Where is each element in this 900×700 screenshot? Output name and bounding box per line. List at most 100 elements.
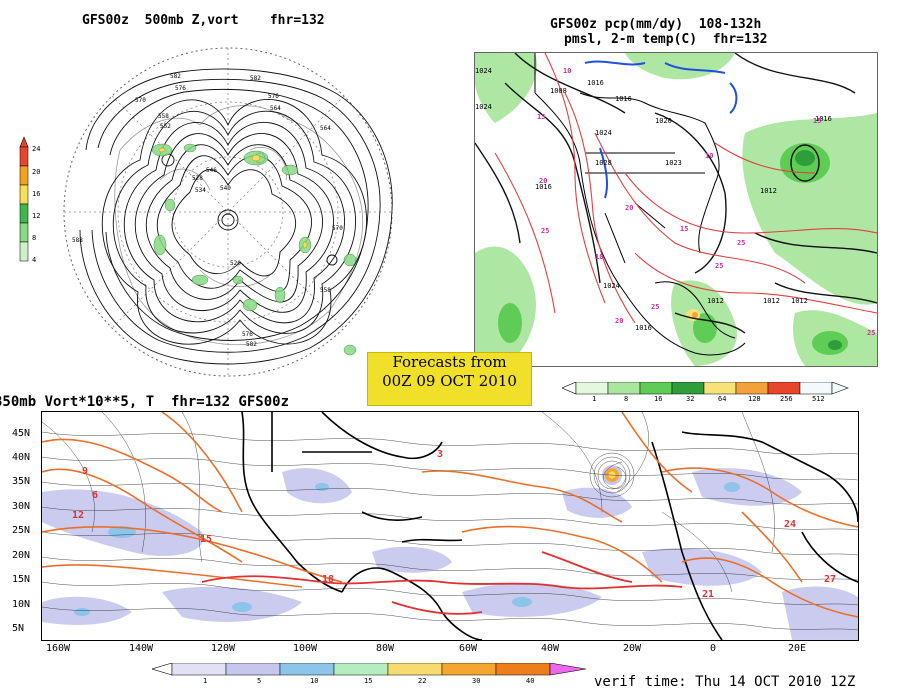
vorticity-colorbar-tick: 40 (526, 677, 535, 685)
height-label: 582 (170, 73, 181, 80)
height-label: 570 (332, 225, 343, 232)
isobar-label: 1016 (535, 183, 552, 191)
isobar-label: 1024 (595, 129, 612, 137)
vorticity-colorbar (150, 662, 592, 676)
isobar-label: 1012 (707, 297, 724, 305)
vorticity-colorbar-tick: 22 (418, 677, 427, 685)
polar-height-map: 582 576 570 582 576 564 558 552 546 540 … (50, 30, 410, 380)
isobar-label: 1016 (815, 115, 832, 123)
verification-time: verif time: Thu 14 OCT 2010 12Z (594, 674, 856, 690)
precip-colorbar-tick: 32 (686, 395, 695, 403)
isotherm-label: 9 (82, 466, 88, 477)
height-label: 564 (270, 105, 281, 112)
isotherm-label: 3 (437, 449, 443, 460)
polar-colorbar-tick: 24 (32, 145, 41, 153)
lat-label: 15N (12, 574, 31, 585)
vorticity-colorbar-tick: 30 (472, 677, 481, 685)
lon-label: 20W (623, 643, 642, 654)
isotherm-label: 15 (200, 534, 212, 545)
height-label: 582 (246, 341, 257, 348)
temp-label: 25 (715, 262, 723, 270)
temp-label: 20 (539, 177, 547, 185)
forecast-init-date: 00Z 09 OCT 2010 (382, 372, 517, 390)
lat-label: 40N (12, 452, 31, 463)
precip-map: 1024 1008 1016 1016 1028 1024 1024 1020 … (474, 52, 878, 367)
temp-label: 10 (595, 253, 603, 261)
temp-label: 20 (625, 204, 633, 212)
isobar-label: 1012 (763, 297, 780, 305)
lon-label: 100W (293, 643, 318, 654)
precip-colorbar (561, 381, 852, 395)
isotherm-label: 12 (72, 510, 84, 521)
height-label: 582 (250, 75, 261, 82)
height-label: 576 (242, 331, 253, 338)
vorticity-colorbar-tick: 10 (310, 677, 319, 685)
precip-colorbar-tick: 512 (812, 395, 825, 403)
temp-label: 20 (615, 317, 623, 325)
isobar-label: 1016 (587, 79, 604, 87)
height-label: 558 (158, 113, 169, 120)
isobar-label: 1023 (665, 159, 682, 167)
isobar-label: 1028 (595, 159, 612, 167)
lon-label: 20E (788, 643, 807, 654)
lat-label: 30N (12, 501, 31, 512)
height-label: 546 (206, 167, 217, 174)
isobar-label: 1024 (603, 282, 620, 290)
lat-label: 35N (12, 476, 31, 487)
precip-colorbar-tick: 128 (748, 395, 761, 403)
isobar-label: 1024 (475, 103, 492, 111)
precip-colorbar-tick: 1 (592, 395, 597, 403)
temp-label: 25 (867, 329, 875, 337)
precip-colorbar-tick: 256 (780, 395, 793, 403)
height-label: 552 (160, 123, 171, 130)
pcp-map-title-line2: pmsl, 2-m temp(C) fhr=132 (564, 32, 768, 47)
isobar-label: 1016 (635, 324, 652, 332)
height-label: 564 (320, 125, 331, 132)
isobar-label: 1016 (615, 95, 632, 103)
height-label: 588 (72, 237, 83, 244)
temp-label: 15 (813, 117, 821, 125)
height-label: 576 (268, 93, 279, 100)
polar-colorbar (14, 135, 44, 265)
height-label: 576 (175, 85, 186, 92)
temp-label: 10 (563, 67, 571, 75)
lon-label: 140W (129, 643, 154, 654)
lat-label: 25N (12, 525, 31, 536)
vort-map-title: 850mb Vort*10**5, T fhr=132 GFS00z (0, 394, 290, 410)
precip-colorbar-tick: 8 (624, 395, 629, 403)
pcp-map-title-line1: GFS00z pcp(mm/dy) 108-132h (550, 17, 762, 32)
lon-label: 120W (211, 643, 236, 654)
lon-label: 160W (46, 643, 71, 654)
lon-label: 60W (459, 643, 478, 654)
polar-colorbar-tick: 12 (32, 212, 41, 220)
height-label: 558 (320, 287, 331, 294)
temp-label: 10 (705, 152, 713, 160)
vorticity-map: 9 12 15 18 21 24 27 6 3 (41, 411, 859, 641)
lat-label: 20N (12, 550, 31, 561)
isobar-label: 1012 (791, 297, 808, 305)
height-label: 534 (195, 187, 206, 194)
height-label: 570 (135, 97, 146, 104)
isobar-label: 1008 (550, 87, 567, 95)
isotherm-label: 18 (322, 574, 334, 585)
temp-label: 25 (737, 239, 745, 247)
temp-label: 15 (680, 225, 688, 233)
lat-label: 10N (12, 599, 31, 610)
precip-colorbar-tick: 16 (654, 395, 663, 403)
lon-label: 80W (376, 643, 395, 654)
isobar-label: 1020 (655, 117, 672, 125)
isobar-label: 1024 (475, 67, 492, 75)
temp-label: 25 (651, 303, 659, 311)
lat-label: 5N (12, 623, 25, 634)
temp-label: 25 (541, 227, 549, 235)
forecast-init-label: Forecasts from (392, 353, 507, 371)
temp-label: 15 (537, 113, 545, 121)
height-label: 520 (230, 260, 241, 267)
lat-label: 45N (12, 428, 31, 439)
vorticity-colorbar-tick: 1 (203, 677, 208, 685)
forecast-init-box: Forecasts from 00Z 09 OCT 2010 (367, 352, 532, 406)
isotherm-label: 27 (824, 574, 836, 585)
isotherm-label: 24 (784, 519, 796, 530)
lon-label: 0 (710, 643, 717, 654)
polar-colorbar-tick: 16 (32, 190, 41, 198)
